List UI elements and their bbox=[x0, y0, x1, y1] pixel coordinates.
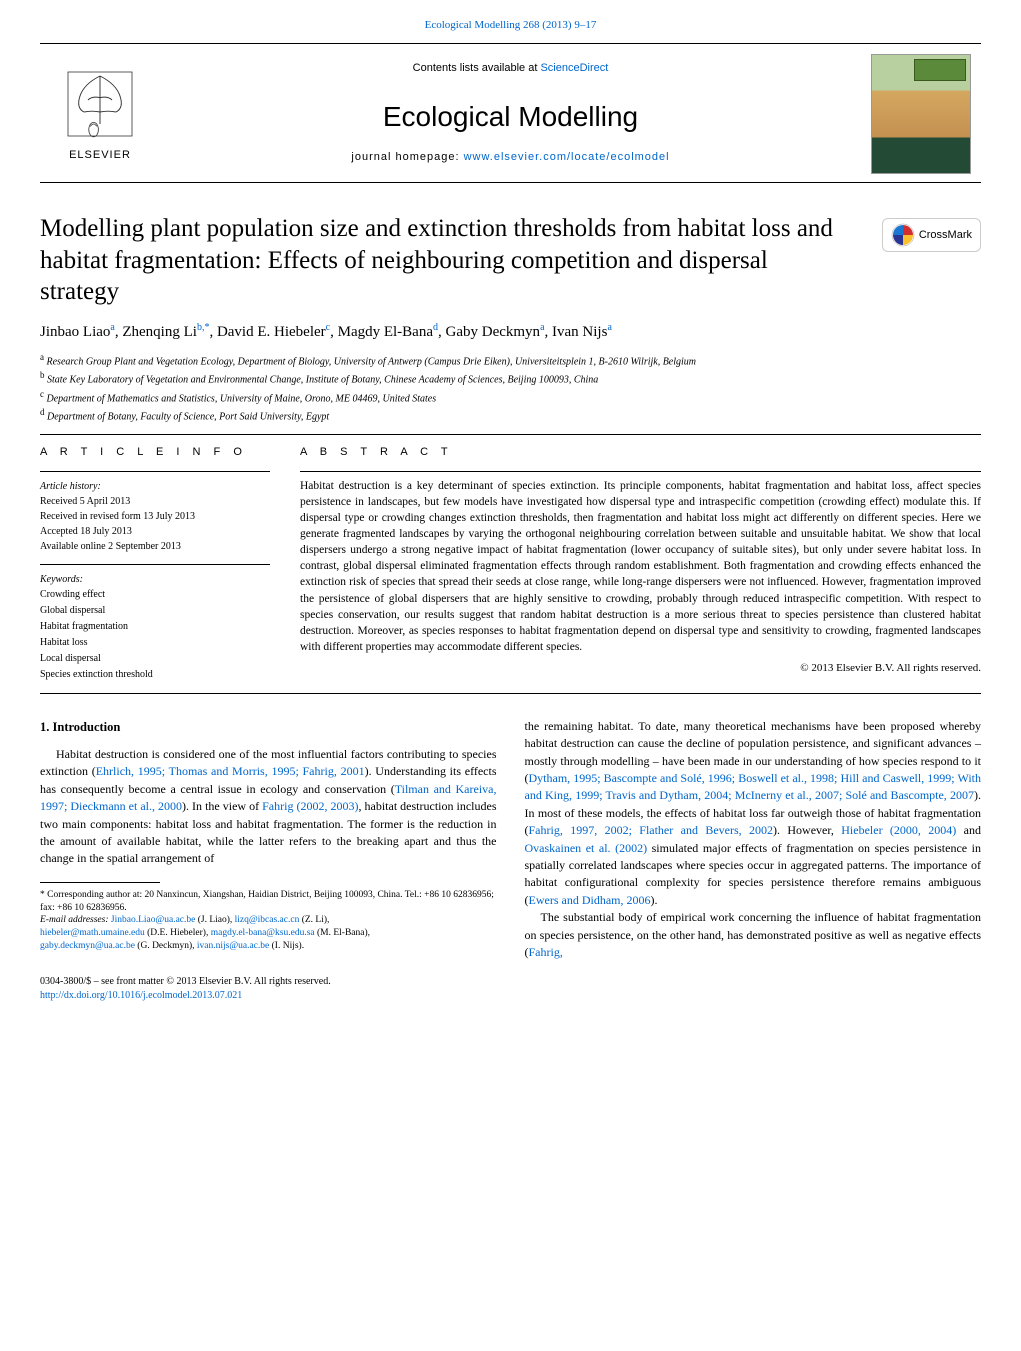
footnotes: * Corresponding author at: 20 Nanxincun,… bbox=[40, 889, 497, 953]
homepage-link[interactable]: www.elsevier.com/locate/ecolmodel bbox=[464, 151, 670, 163]
ref-link[interactable]: Ovaskainen et al. (2002) bbox=[525, 841, 648, 855]
crossmark-badge[interactable]: CrossMark bbox=[882, 218, 981, 252]
rule-bottom bbox=[40, 693, 981, 694]
ref-link[interactable]: Fahrig, bbox=[529, 945, 563, 959]
doi-link[interactable]: http://dx.doi.org/10.1016/j.ecolmodel.20… bbox=[40, 990, 242, 1001]
abstract-rule bbox=[300, 471, 981, 472]
homepage-prefix: journal homepage: bbox=[351, 151, 463, 163]
info-rule-2 bbox=[40, 564, 270, 565]
elsevier-tree-icon bbox=[60, 64, 140, 144]
masthead: ELSEVIER Contents lists available at Sci… bbox=[40, 43, 981, 183]
ref-link[interactable]: Fahrig, 1997, 2002; Flather and Bevers, … bbox=[529, 823, 774, 837]
column-left: 1. Introduction Habitat destruction is c… bbox=[40, 718, 497, 961]
crossmark-icon bbox=[891, 223, 915, 247]
abstract: A B S T R A C T Habitat destruction is a… bbox=[300, 445, 981, 682]
intro-p2: The substantial body of empirical work c… bbox=[525, 909, 982, 961]
info-rule bbox=[40, 471, 270, 472]
column-right: the remaining habitat. To date, many the… bbox=[525, 718, 982, 961]
rule-top bbox=[40, 434, 981, 435]
title-block: Modelling plant population size and exti… bbox=[40, 213, 981, 307]
article-title: Modelling plant population size and exti… bbox=[40, 213, 981, 307]
abstract-copyright: © 2013 Elsevier B.V. All rights reserved… bbox=[300, 661, 981, 676]
text: The substantial body of empirical work c… bbox=[525, 910, 982, 959]
intro-p1: Habitat destruction is considered one of… bbox=[40, 746, 497, 868]
text: ). In the view of bbox=[182, 799, 262, 813]
authors: Jinbao Liaoa, Zhenqing Lib,*, David E. H… bbox=[40, 321, 981, 343]
corresponding-author: * Corresponding author at: 20 Nanxincun,… bbox=[40, 889, 497, 915]
ref-link[interactable]: Fahrig (2002, 2003) bbox=[262, 799, 358, 813]
history-list: Received 5 April 2013Received in revised… bbox=[40, 494, 270, 554]
journal-cover-thumbnail bbox=[871, 54, 971, 174]
section-1-heading: 1. Introduction bbox=[40, 718, 497, 736]
ref-link[interactable]: Dytham, 1995; Bascompte and Solé, 1996; … bbox=[525, 771, 982, 802]
info-abstract-row: A R T I C L E I N F O Article history: R… bbox=[40, 445, 981, 682]
publisher-name: ELSEVIER bbox=[69, 148, 131, 163]
text: ). bbox=[650, 893, 657, 907]
elsevier-logo: ELSEVIER bbox=[40, 44, 160, 182]
contents-line: Contents lists available at ScienceDirec… bbox=[413, 61, 609, 76]
issn-line: 0304-3800/$ – see front matter © 2013 El… bbox=[40, 975, 981, 989]
body-columns: 1. Introduction Habitat destruction is c… bbox=[40, 718, 981, 961]
email-addresses: E-mail addresses: Jinbao.Liao@ua.ac.be (… bbox=[40, 914, 497, 952]
header-citation[interactable]: Ecological Modelling 268 (2013) 9–17 bbox=[0, 0, 1021, 43]
masthead-center: Contents lists available at ScienceDirec… bbox=[160, 44, 861, 182]
contents-prefix: Contents lists available at bbox=[413, 62, 541, 74]
journal-name: Ecological Modelling bbox=[383, 97, 638, 136]
info-heading: A R T I C L E I N F O bbox=[40, 445, 270, 460]
ref-link[interactable]: Hiebeler (2000, 2004) bbox=[841, 823, 956, 837]
crossmark-label: CrossMark bbox=[919, 228, 972, 243]
ref-link[interactable]: Ehrlich, 1995; Thomas and Morris, 1995; … bbox=[96, 764, 365, 778]
article-info: A R T I C L E I N F O Article history: R… bbox=[40, 445, 270, 682]
abstract-text: Habitat destruction is a key determinant… bbox=[300, 478, 981, 655]
ref-link[interactable]: Ewers and Didham, 2006 bbox=[529, 893, 651, 907]
keywords-list: Crowding effectGlobal dispersalHabitat f… bbox=[40, 587, 270, 683]
keywords-label: Keywords: bbox=[40, 573, 270, 587]
history-label: Article history: bbox=[40, 480, 270, 494]
text: ). However, bbox=[773, 823, 841, 837]
affiliations: a Research Group Plant and Vegetation Ec… bbox=[40, 351, 981, 424]
abstract-heading: A B S T R A C T bbox=[300, 445, 981, 460]
intro-p1-cont: the remaining habitat. To date, many the… bbox=[525, 718, 982, 909]
footnote-rule bbox=[40, 882, 160, 883]
footer: 0304-3800/$ – see front matter © 2013 El… bbox=[40, 975, 981, 1003]
journal-homepage: journal homepage: www.elsevier.com/locat… bbox=[351, 150, 669, 165]
sciencedirect-link[interactable]: ScienceDirect bbox=[540, 62, 608, 74]
text: and bbox=[956, 823, 981, 837]
